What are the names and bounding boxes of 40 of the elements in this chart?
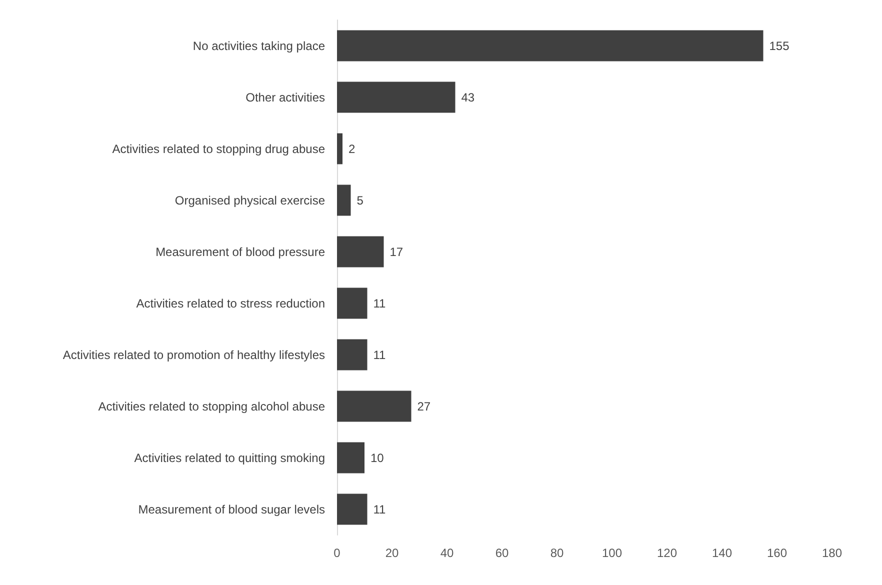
x-tick-label: 0 [334,546,341,560]
x-tick-label: 40 [440,546,454,560]
x-tick-label: 20 [385,546,399,560]
x-tick-label: 180 [822,546,842,560]
y-tick-label: Measurement of blood pressure [156,244,326,259]
bar [337,494,368,525]
x-tick-label: 160 [766,546,788,560]
bar [337,82,456,113]
bar [337,184,351,216]
data-label: 5 [356,193,364,208]
data-label: 2 [348,142,356,156]
bar [337,133,342,164]
y-tick-label: Activities related to stress reduction [136,296,325,310]
y-tick-label: Activities related to promotion of healthy lifestyles [62,348,325,362]
x-tick-label: 100 [602,546,622,560]
x-tick-label: 120 [656,546,678,560]
y-tick-label: No activities taking place [192,38,326,53]
y-tick-label: Other activities [246,90,325,104]
y-tick-label: Organised physical exercise [174,193,326,208]
data-label: 10 [370,450,384,465]
y-tick-label: Measurement of blood sugar levels [138,502,325,516]
y-tick-label: Activities related to quitting smoking [134,450,325,465]
x-tick-label: 80 [550,546,564,560]
bar [337,30,764,62]
bar [337,390,412,422]
bar [337,288,368,319]
data-label: 155 [769,38,790,53]
data-label: 11 [373,502,386,516]
data-label: 27 [417,399,431,414]
data-label: 17 [390,244,404,259]
bar [337,236,384,268]
x-tick-label: 60 [495,546,509,560]
y-tick-label: Activities related to stopping drug abuse [112,142,326,156]
data-label: 11 [373,348,386,362]
bar [337,442,364,474]
bar [337,339,368,370]
y-tick-label: Activities related to stopping alcohol abuse [98,399,326,414]
x-tick-label: 140 [712,546,732,560]
data-label: 43 [461,90,475,104]
data-label: 11 [373,296,386,310]
